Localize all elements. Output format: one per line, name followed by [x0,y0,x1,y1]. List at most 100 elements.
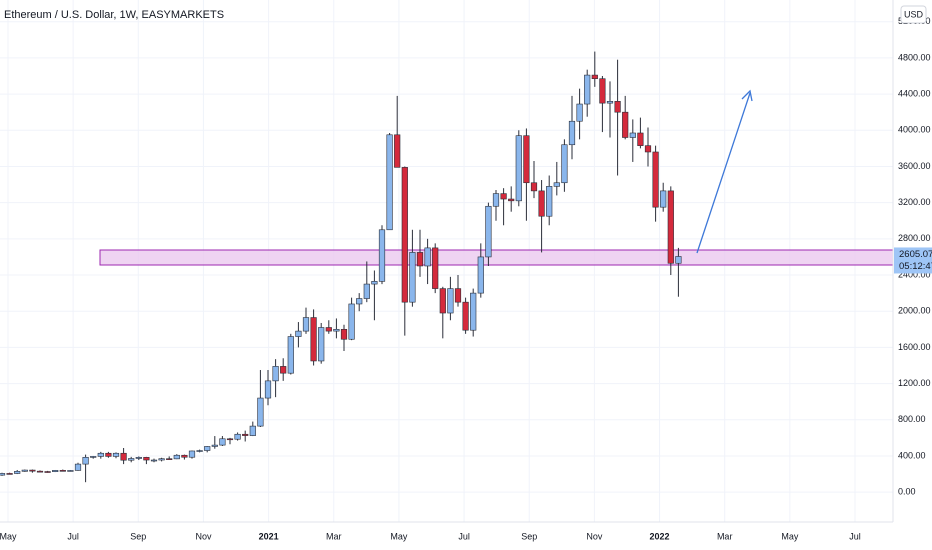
candle-body [378,229,386,282]
candle-body [591,74,598,80]
candle-body [74,463,82,471]
chart-title: Ethereum / U.S. Dollar, 1W, EASYMARKETS [4,9,224,21]
x-tick-label: Sep [130,531,146,541]
candle-body [568,120,576,146]
candle-body [310,317,317,362]
candle-body [394,134,401,168]
candles [0,51,682,483]
candle-body [660,190,667,208]
candle-body [59,470,66,472]
x-tick-label: Mar [717,531,733,541]
candle-body [188,450,196,458]
y-tick-label: 1600.00 [898,342,931,352]
candle-body [629,132,636,138]
candle-body [508,198,515,202]
candle-body [432,247,439,289]
candle-body [530,182,538,192]
candle-body [272,366,279,382]
candle-body [112,452,120,457]
currency[interactable]: USD [904,9,924,19]
price-label: 2605.07 [899,249,932,260]
x-tick-label: May [0,531,17,541]
candle-body [226,438,234,441]
candle-body [561,144,568,184]
candle-body [302,317,310,332]
candle-body [470,292,477,331]
candle-body [340,329,348,340]
currency-button[interactable] [900,5,927,24]
axes: 0.00 400.00 800.00 1200.00 1600.00 2000.00 240… [0,16,932,541]
y-tick-label: 4000.00 [898,125,931,135]
candle-body [325,327,332,332]
x-tick-label: Jul [67,531,79,541]
price-label-box [894,247,932,274]
candle-body [287,336,294,374]
candle-body [599,78,606,104]
candle-body [204,446,211,451]
candle-body [90,456,97,458]
candle-body [219,438,226,446]
candle-body [584,74,591,105]
candle-body [363,283,370,299]
candle-body [667,190,674,264]
candle-body [82,457,89,465]
candle-body [333,329,340,332]
x-tick-label: Nov [195,531,212,541]
x-tick-label: Sep [521,531,537,541]
candle-body [67,470,74,472]
candle-body [637,132,644,146]
candle-body [36,470,44,473]
candle-body [249,425,256,436]
candle-body [211,444,218,447]
zone [99,249,894,266]
candle-body [652,151,659,208]
x-tick-label: Jul [849,531,861,541]
candle-body [280,366,287,374]
candle-body [97,452,104,457]
candle-body [295,330,302,337]
candle-body [29,469,36,472]
candle-body [500,193,507,200]
candle-body [14,471,21,474]
candle-body [234,433,241,440]
x-tick-label: Jul [458,531,470,541]
y-tick-label: 800.00 [898,414,926,424]
candle-body [135,457,142,459]
candle-body [196,450,203,452]
candle-body [454,288,462,303]
candle-body [158,458,165,461]
candle-body [614,101,621,113]
candle-body [264,380,272,399]
x-tick-label: Mar [326,531,342,541]
candle-body [242,433,249,436]
candle-body [52,470,59,472]
candle-body [21,469,28,472]
candle-body [257,397,264,427]
candle-body [120,452,127,461]
candle-body [128,458,135,461]
candle-body [606,101,614,104]
candle-body [409,252,416,303]
candle-body [439,288,446,314]
candle-body [348,303,355,340]
y-tick-label: 2000.00 [898,306,931,316]
candle-body [538,190,545,217]
candle-body [492,193,500,207]
x-tick-label: May [781,531,799,541]
y-tick-label: 0.00 [898,487,916,497]
candle-body [371,281,378,285]
candle-body [0,473,6,476]
y-tick-label: 3200.00 [898,197,931,207]
y-tick-label: 3600.00 [898,161,931,171]
candle-body [553,182,560,187]
candle-body [401,167,408,303]
candle-body [546,186,553,217]
candle-body [150,459,158,462]
countdown: 05:12:47 [899,261,932,272]
candle-body [622,111,629,138]
candle-body [515,135,522,202]
candle-body [485,205,492,258]
arrow [696,92,751,254]
candle-body [644,145,652,153]
